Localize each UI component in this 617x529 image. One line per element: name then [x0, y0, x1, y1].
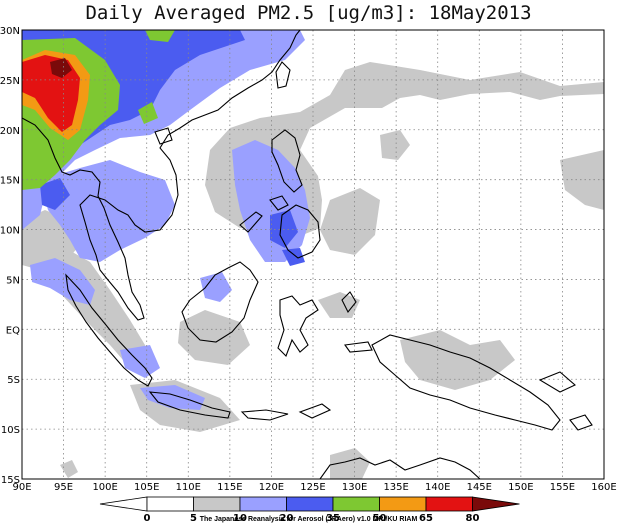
- gray-region-east-1: [380, 130, 410, 160]
- map-title: Daily Averaged PM2.5 [ug/m3]: 18May2013: [85, 2, 532, 24]
- colorbar-arrow-high: [472, 496, 520, 512]
- coastline-halmahera: [341, 291, 357, 314]
- lon-label: 105E: [134, 482, 159, 493]
- dark-blue-region-3: [40, 178, 70, 210]
- colorbar-tick-label: 50: [373, 513, 387, 524]
- lon-label: 130E: [342, 482, 367, 493]
- lon-label: 140E: [425, 482, 450, 493]
- green-region-east: [145, 30, 175, 42]
- coastline-borneo: [181, 261, 259, 343]
- lat-label: 15N: [0, 176, 20, 187]
- coastlines: [22, 30, 593, 479]
- lon-label: 100E: [92, 482, 117, 493]
- coastline-sulawesi: [277, 295, 319, 357]
- longitude-labels: 90E 95E 100E 105E 110E 115E 120E 125E 130E 135E 14…: [12, 482, 616, 493]
- coastline-palawan: [239, 211, 263, 233]
- gray-region-north: [22, 30, 604, 236]
- lon-label: 120E: [259, 482, 284, 493]
- light-blue-region-malay: [30, 258, 95, 305]
- colorbar-box: [379, 496, 427, 512]
- lon-label: 95E: [54, 482, 73, 493]
- light-blue-region-indochina: [40, 160, 175, 262]
- coastline-solomon: [569, 414, 593, 431]
- gray-region-south-1: [178, 310, 250, 365]
- coastline-hainan: [154, 127, 173, 145]
- colorbar-tick-label: 5: [190, 513, 197, 524]
- lon-label: 145E: [467, 482, 492, 493]
- coastline-luzon: [271, 129, 303, 193]
- credit-text: The Japanese Reanalysis for Aerosol (JRA…: [199, 516, 418, 523]
- lon-label: 115E: [217, 482, 242, 493]
- dark-blue-region-1: [270, 210, 298, 248]
- coastline-taiwan: [275, 61, 291, 89]
- lat-label: 30N: [0, 26, 20, 37]
- lon-label: 135E: [383, 482, 408, 493]
- gray-region-sea-1: [320, 188, 380, 255]
- gray-region-south-2: [318, 292, 360, 318]
- colorbar-box: [425, 496, 473, 512]
- colorbar-tick-label: 35: [326, 513, 340, 524]
- colorbar-tick-label: 10: [233, 513, 247, 524]
- colorbar-ticks: 0 5 10 20 35 50 65 80: [144, 513, 480, 524]
- colorbar-box: [193, 496, 241, 512]
- gray-region-east-2: [560, 150, 604, 210]
- coastline-flores: [240, 409, 289, 421]
- coastline-visayas: [269, 195, 289, 211]
- latitude-labels: 30N 25N 20N 15N 10N 5N EQ 5S 10S 15S: [0, 26, 20, 486]
- coastline-png-islands: [538, 371, 577, 393]
- colorbar-box: [239, 496, 287, 512]
- coastline-mainland: [22, 30, 301, 321]
- colorbar-tick-label: 20: [280, 513, 294, 524]
- lat-label: 10N: [0, 226, 20, 237]
- coastline-timor: [298, 403, 332, 419]
- dark-blue-region-2: [282, 248, 305, 266]
- lon-label: 110E: [176, 482, 201, 493]
- graticule: [22, 30, 604, 479]
- lat-label: 15S: [1, 475, 20, 486]
- colorbar: [99, 496, 520, 512]
- colorbar-tick-label: 65: [419, 513, 433, 524]
- colorbar-tick-label: 80: [466, 513, 480, 524]
- darkred-region: [50, 58, 72, 78]
- lat-label: EQ: [6, 325, 20, 336]
- light-blue-region-java: [140, 385, 205, 410]
- plot-frame: [21, 29, 605, 480]
- colorbar-box: [332, 496, 380, 512]
- lat-label: 25N: [0, 76, 20, 87]
- lon-label: 90E: [12, 482, 31, 493]
- lat-label: 5N: [6, 275, 20, 286]
- lon-label: 160E: [591, 482, 616, 493]
- lat-label: 5S: [7, 375, 20, 386]
- gray-region-south-6: [60, 460, 78, 478]
- coastline-new-guinea: [371, 334, 561, 431]
- colorbar-tick-label: 0: [144, 513, 151, 524]
- colorbar-box: [146, 496, 194, 512]
- coastline-seram: [344, 341, 373, 353]
- gray-region-south-5: [330, 448, 370, 479]
- coastline-java: [148, 391, 231, 419]
- coastline-mindanao: [279, 204, 321, 259]
- lat-label: 10S: [1, 425, 20, 436]
- lon-label: 155E: [550, 482, 575, 493]
- coastline-sumatra: [65, 273, 153, 387]
- colorbar-box: [286, 496, 334, 512]
- colorbar-arrow-low: [99, 496, 148, 512]
- lon-label: 125E: [300, 482, 325, 493]
- lon-label: 150E: [508, 482, 533, 493]
- coastline-australia: [319, 457, 481, 479]
- lat-label: 20N: [0, 126, 20, 137]
- green-region-east-2: [138, 102, 158, 124]
